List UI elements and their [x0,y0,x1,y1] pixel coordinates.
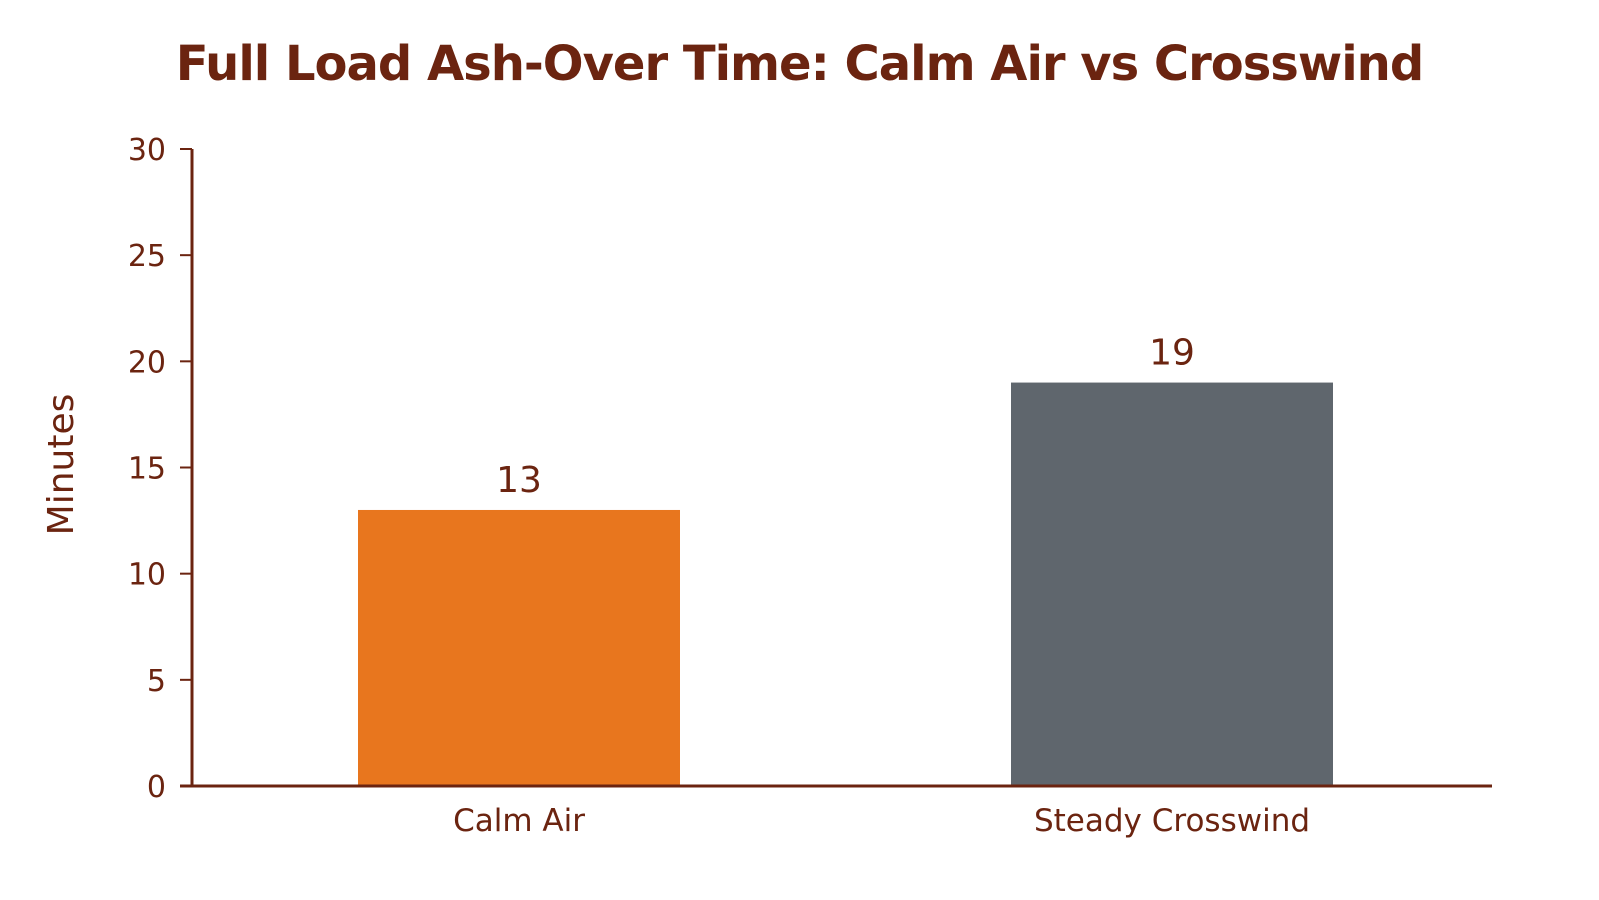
chart-title: Full Load Ash-Over Time: Calm Air vs Cro… [175,36,1424,92]
y-axis-title: Minutes [41,394,82,536]
x-category-label: Steady Crosswind [1034,803,1310,839]
y-tick-label: 0 [147,770,166,805]
bar-value-label: 13 [496,460,542,501]
bars [358,382,1333,786]
bar-value-label: 19 [1149,333,1195,374]
y-ticks: 0 5 10 15 20 25 30 [128,133,192,805]
y-tick-label: 5 [147,664,166,699]
y-tick-label: 10 [128,558,166,593]
axes [180,149,1492,788]
y-tick-label: 15 [128,452,166,487]
y-tick-label: 30 [128,133,166,168]
y-tick-label: 25 [128,239,166,274]
x-category-label: Calm Air [453,803,585,839]
y-axis-title-group: Minutes [41,394,82,536]
bar-steady-crosswind [1011,382,1333,786]
y-tick-label: 20 [128,345,166,380]
bar-calm-air [358,509,680,786]
labels: 13 Calm Air 19 Steady Crosswind [453,333,1310,839]
